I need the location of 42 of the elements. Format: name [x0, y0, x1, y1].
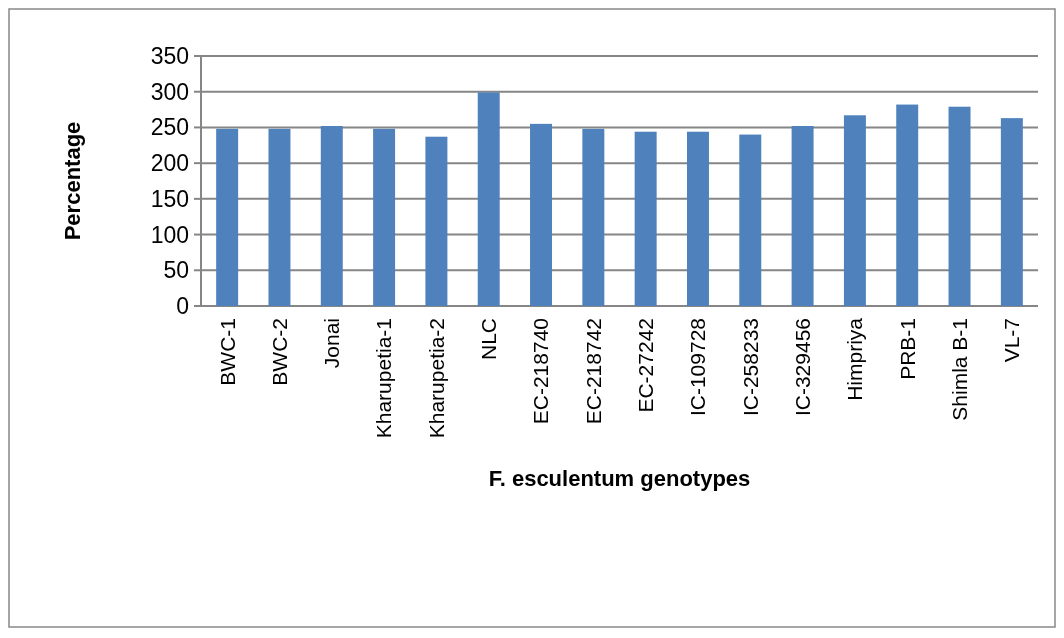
- bar: [530, 123, 553, 306]
- x-tick-label: VL-7: [1000, 318, 1024, 363]
- y-tick-label: 200: [150, 150, 189, 177]
- bar: [216, 128, 239, 306]
- x-tick-label: Kharupetia-2: [424, 318, 448, 439]
- bar: [948, 106, 971, 306]
- x-tick-label: IC-329456: [790, 318, 814, 417]
- bar: [843, 115, 866, 306]
- bar: [896, 104, 919, 306]
- y-axis-title: Percentage: [60, 121, 85, 241]
- x-tick-label: Himpriya: [843, 317, 867, 401]
- y-tick-label: 100: [150, 221, 189, 248]
- y-tick-label: 150: [150, 185, 189, 212]
- x-tick-label: IC-258233: [738, 318, 762, 417]
- bar: [320, 126, 343, 306]
- x-tick-label: BWC-2: [267, 318, 291, 386]
- x-tick-label: IC-109728: [686, 318, 710, 417]
- y-tick-label: 350: [150, 43, 189, 70]
- bar: [1000, 118, 1023, 306]
- bar: [686, 131, 709, 306]
- x-tick-label: EC-27242: [634, 318, 658, 413]
- x-tick-label: Shimla B-1: [947, 318, 971, 421]
- bar: [268, 128, 291, 306]
- x-tick-label: Jonai: [320, 318, 344, 369]
- y-tick-label: 300: [150, 78, 189, 105]
- x-tick-label: PRB-1: [895, 318, 919, 380]
- bar: [477, 92, 500, 306]
- x-tick-label: NLC: [477, 318, 501, 361]
- y-tick-label: 0: [176, 293, 189, 320]
- x-axis-title: F. esculentum genotypes: [488, 466, 751, 491]
- x-tick-label: Kharupetia-1: [372, 318, 396, 439]
- x-tick-label: EC-218742: [581, 318, 605, 425]
- bar: [791, 126, 814, 306]
- bar: [425, 136, 448, 306]
- y-tick-label: 50: [163, 257, 189, 284]
- bar: [582, 128, 605, 306]
- bar: [373, 128, 396, 306]
- bar: [739, 134, 762, 306]
- x-tick-label: EC-218740: [529, 318, 553, 425]
- x-tick-label: BWC-1: [215, 318, 239, 386]
- bar: [634, 131, 657, 306]
- y-tick-label: 250: [150, 114, 189, 141]
